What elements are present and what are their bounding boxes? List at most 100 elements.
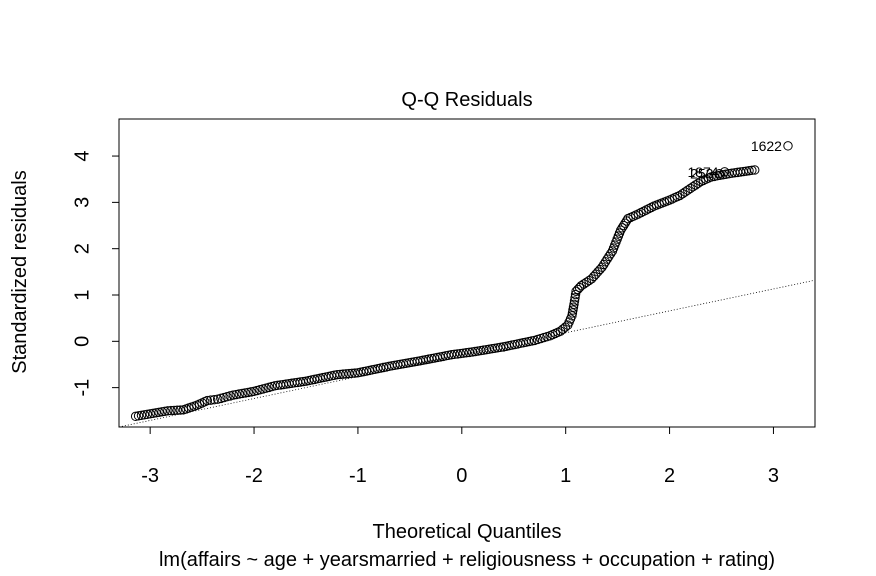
data-point bbox=[618, 220, 629, 231]
data-point bbox=[461, 348, 471, 358]
data-point bbox=[234, 389, 244, 399]
data-point bbox=[455, 348, 466, 359]
data-point bbox=[231, 389, 241, 400]
data-point bbox=[616, 225, 626, 235]
point-label: 253 bbox=[690, 166, 714, 182]
data-point bbox=[569, 296, 580, 306]
data-point bbox=[675, 190, 685, 201]
data-point bbox=[633, 209, 644, 219]
x-tick-label: 1 bbox=[560, 465, 571, 487]
data-point bbox=[169, 405, 179, 416]
data-point bbox=[638, 206, 649, 217]
x-tick-label: -2 bbox=[245, 465, 263, 487]
y-tick-label: -1 bbox=[71, 379, 93, 397]
data-point bbox=[139, 410, 150, 420]
data-point bbox=[641, 205, 651, 215]
data-point bbox=[154, 407, 164, 418]
y-tick-label: 0 bbox=[71, 336, 93, 347]
data-point bbox=[160, 406, 170, 416]
data-point bbox=[452, 349, 463, 359]
data-point bbox=[130, 411, 141, 422]
data-point bbox=[688, 182, 698, 192]
data-point bbox=[335, 369, 345, 380]
data-point bbox=[683, 185, 693, 195]
data-point bbox=[604, 251, 614, 262]
data-point bbox=[145, 409, 155, 419]
data-point bbox=[744, 166, 754, 176]
data-point bbox=[747, 165, 757, 176]
data-point bbox=[750, 165, 760, 175]
data-point bbox=[685, 183, 696, 194]
data-point-labeled bbox=[719, 167, 730, 177]
data-point bbox=[246, 387, 256, 397]
data-point bbox=[237, 388, 247, 399]
data-point bbox=[228, 390, 238, 400]
data-point bbox=[347, 368, 357, 379]
data-point bbox=[636, 207, 646, 218]
x-tick-label: -3 bbox=[141, 465, 159, 487]
point-label: 1874 bbox=[687, 164, 718, 180]
data-point bbox=[151, 408, 161, 418]
data-point bbox=[570, 289, 581, 300]
data-point bbox=[338, 369, 348, 379]
x-tick-label: 0 bbox=[456, 465, 467, 487]
data-point bbox=[606, 249, 616, 259]
data-point bbox=[332, 369, 342, 380]
y-tick-label: 2 bbox=[71, 243, 93, 254]
data-point bbox=[677, 188, 688, 199]
data-point bbox=[680, 187, 690, 197]
data-point bbox=[617, 223, 627, 233]
data-point bbox=[449, 349, 460, 360]
y-tick-label: 1 bbox=[71, 289, 93, 300]
data-point bbox=[712, 171, 722, 181]
data-point bbox=[690, 180, 701, 190]
data-point bbox=[136, 410, 147, 421]
data-point bbox=[644, 203, 654, 214]
data-point bbox=[581, 277, 592, 287]
y-tick-label: 3 bbox=[71, 197, 93, 208]
data-point bbox=[133, 411, 144, 421]
data-point bbox=[163, 406, 173, 416]
data-point bbox=[579, 279, 589, 289]
x-axis-title: Theoretical Quantiles bbox=[373, 521, 562, 543]
data-point bbox=[240, 388, 250, 398]
x-tick-label: 2 bbox=[664, 465, 675, 487]
data-point bbox=[206, 395, 216, 405]
data-point bbox=[602, 254, 612, 264]
y-tick-label: 4 bbox=[71, 150, 93, 161]
data-point bbox=[570, 293, 580, 303]
data-point bbox=[157, 407, 167, 417]
data-point bbox=[148, 408, 158, 419]
data-point bbox=[620, 218, 630, 228]
data-point bbox=[175, 405, 185, 415]
data-point bbox=[693, 178, 703, 188]
data-point bbox=[344, 368, 354, 379]
data-point-labeled bbox=[714, 168, 725, 179]
data-point bbox=[341, 369, 351, 379]
point-label: 1622 bbox=[751, 138, 782, 154]
data-point bbox=[576, 281, 586, 291]
x-tick-label: 3 bbox=[768, 465, 779, 487]
data-point bbox=[142, 409, 153, 420]
data-point bbox=[721, 169, 731, 179]
chart-title: Q-Q Residuals bbox=[401, 89, 532, 111]
data-point bbox=[166, 405, 176, 416]
data-point bbox=[202, 395, 212, 406]
data-point bbox=[458, 348, 468, 358]
chart-subtitle: lm(affairs ~ age + yearsmarried + religi… bbox=[159, 549, 775, 571]
data-point bbox=[446, 350, 457, 360]
data-point bbox=[569, 299, 579, 309]
data-point bbox=[599, 259, 609, 270]
data-point bbox=[709, 171, 719, 182]
data-point bbox=[600, 257, 611, 267]
data-point bbox=[172, 405, 182, 415]
data-point bbox=[597, 262, 607, 272]
data-point bbox=[646, 202, 657, 213]
data-point bbox=[209, 394, 219, 405]
data-point-labeled bbox=[783, 141, 793, 151]
y-axis-title: Standardized residuals bbox=[9, 170, 31, 373]
data-point bbox=[706, 172, 716, 182]
x-tick-label: -1 bbox=[349, 465, 367, 487]
data-point bbox=[243, 387, 253, 398]
